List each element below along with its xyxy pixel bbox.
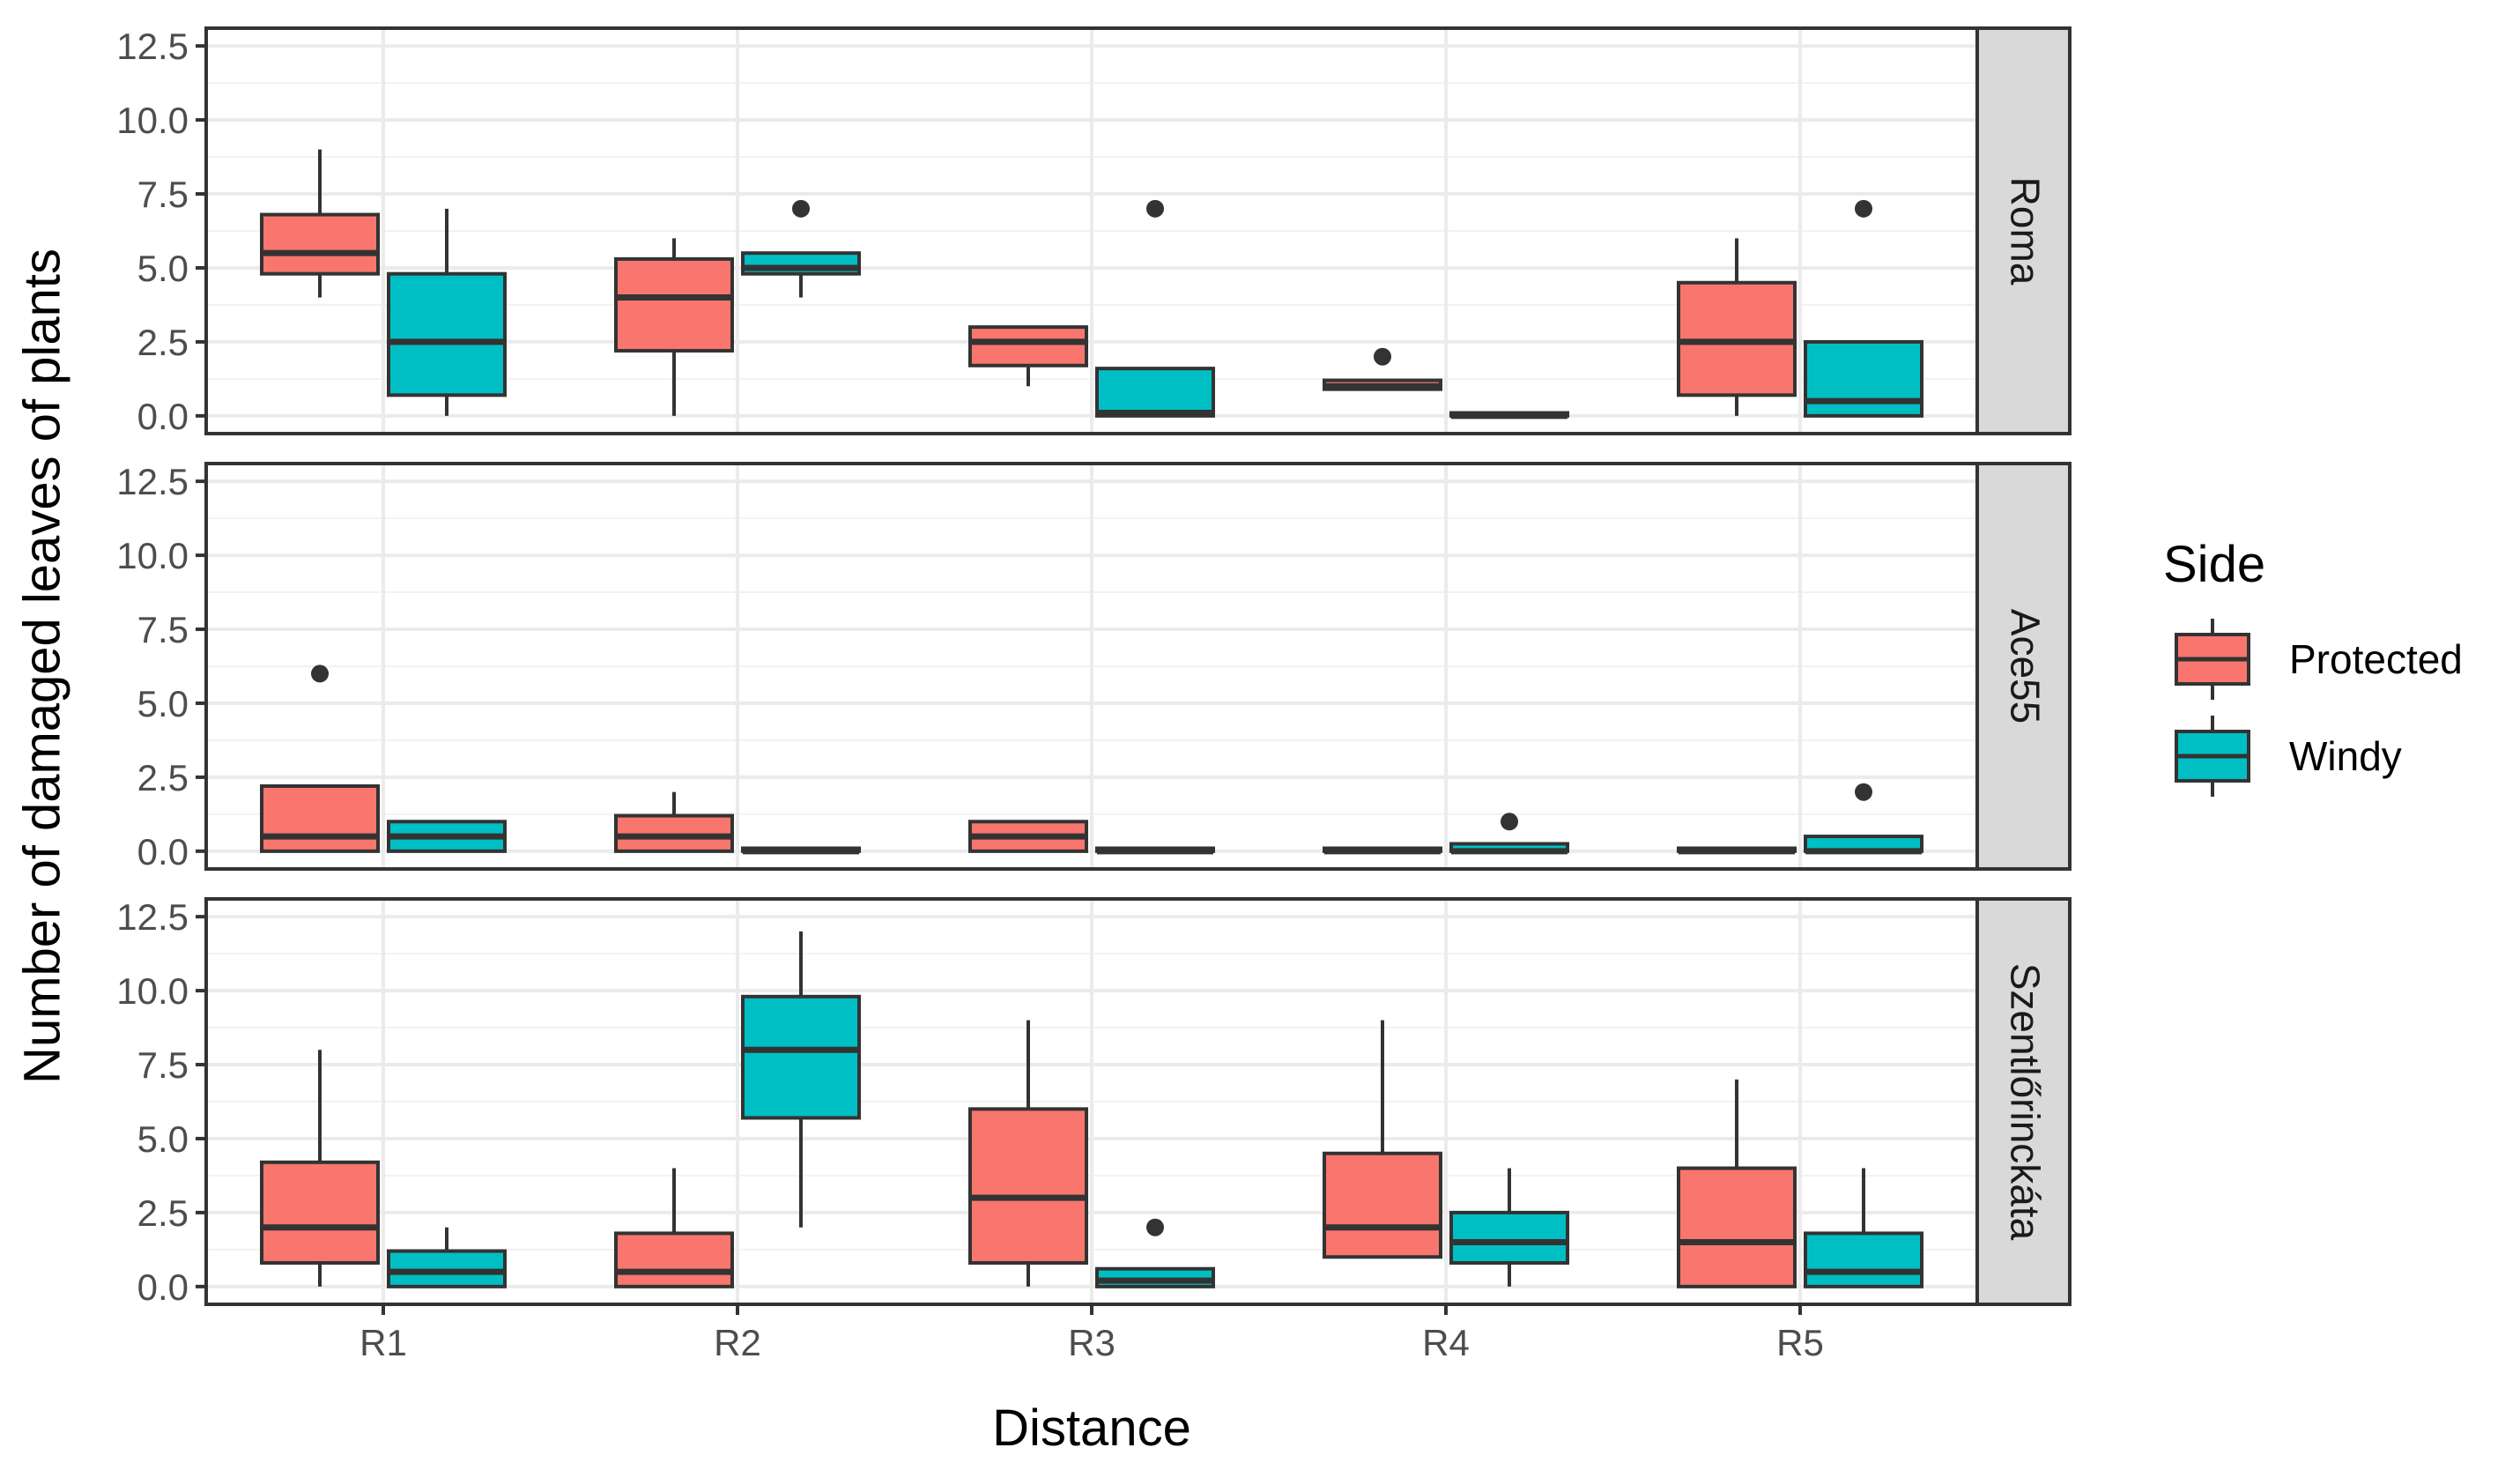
y-tick-label: 10.0 — [116, 100, 189, 141]
box-body — [1804, 1231, 1923, 1288]
legend-title: Side — [2163, 536, 2265, 593]
legend-label: Windy — [2289, 733, 2402, 779]
y-tick-label: 0.0 — [137, 831, 189, 872]
facet-panel-szentlőrinckáta: 0.0 2.5 5.0 7.5 10.0 12.5 Szentlőrinckáta — [116, 896, 2072, 1308]
box-r2-protected — [614, 791, 734, 853]
box-r5-protected — [1677, 1079, 1797, 1288]
box-body — [387, 271, 507, 397]
x-axis: R1 R2 R3 R4 R5 — [359, 1304, 1824, 1363]
outlier-point — [1855, 199, 1872, 218]
facet-strip-label: Roma — [2003, 177, 2049, 286]
y-tick-label: 12.5 — [116, 896, 189, 938]
y-tick-label: 10.0 — [116, 535, 189, 576]
outlier-point — [1146, 199, 1164, 218]
facet-panel-roma: 0.0 2.5 5.0 7.5 10.0 12.5 Roma — [116, 26, 2072, 437]
box-r5-protected — [1677, 238, 1797, 416]
y-tick-label: 5.0 — [137, 683, 189, 724]
box-body — [1323, 1151, 1442, 1259]
legend-entry-protected: Protected — [2175, 619, 2463, 700]
box-r4-protected — [1323, 347, 1442, 391]
x-tick-label: R3 — [1068, 1322, 1115, 1363]
box-r3-windy — [1095, 1218, 1215, 1288]
y-tick-label: 12.5 — [116, 26, 189, 67]
y-tick-label: 5.0 — [137, 248, 189, 289]
y-tick-label: 7.5 — [137, 609, 189, 650]
facet-strip — [1975, 462, 2072, 871]
facet-strip — [1975, 897, 2072, 1306]
box-r5-protected — [1677, 846, 1797, 855]
outlier-point — [792, 199, 810, 218]
facet-strip-label: Ace55 — [2003, 609, 2049, 724]
box-r1-windy — [387, 1227, 507, 1288]
box-r3-protected — [968, 1020, 1088, 1287]
box-r5-windy — [1804, 1168, 1923, 1288]
outlier-point — [1146, 1218, 1164, 1236]
box-body — [260, 783, 380, 853]
box-r1-protected — [260, 664, 380, 853]
y-tick-label: 2.5 — [137, 1192, 189, 1234]
box-body — [614, 256, 734, 353]
legend-entry-windy: Windy — [2175, 716, 2402, 797]
box-r4-protected — [1323, 1020, 1442, 1259]
y-tick-label: 10.0 — [116, 970, 189, 1012]
box-body — [1095, 367, 1215, 418]
y-tick-label: 5.0 — [137, 1118, 189, 1160]
box-r1-protected — [260, 149, 380, 298]
box-r3-protected — [968, 325, 1088, 387]
x-tick-label: R5 — [1776, 1322, 1824, 1363]
y-axis-title: Number of damaged leaves of plants — [14, 249, 71, 1084]
x-tick-label: R4 — [1422, 1322, 1470, 1363]
legend-label: Protected — [2289, 636, 2463, 682]
box-r4-windy — [1449, 1168, 1569, 1287]
box-body — [260, 1160, 380, 1265]
x-axis-title: Distance — [992, 1399, 1191, 1457]
box-r5-windy — [1804, 783, 1923, 855]
box-body — [968, 1107, 1088, 1265]
outlier-point — [1374, 347, 1391, 366]
facet-panel-ace55: 0.0 2.5 5.0 7.5 10.0 12.5 Ace55 — [116, 461, 2072, 872]
y-tick-label: 7.5 — [137, 174, 189, 215]
y-tick-label: 2.5 — [137, 757, 189, 798]
legend: Side Protected Windy — [2163, 536, 2463, 797]
box-r1-windy — [387, 820, 507, 853]
outlier-point — [311, 664, 329, 683]
box-r4-windy — [1449, 813, 1569, 855]
box-body — [614, 1231, 734, 1288]
y-tick-label: 12.5 — [116, 461, 189, 502]
box-r1-protected — [260, 1050, 380, 1287]
box-body — [968, 325, 1088, 368]
box-body — [741, 994, 861, 1120]
box-r2-windy — [741, 846, 861, 855]
box-body — [1804, 339, 1923, 418]
y-tick-label: 7.5 — [137, 1044, 189, 1086]
box-r3-windy — [1095, 199, 1215, 418]
box-r2-windy — [741, 199, 861, 298]
box-r3-windy — [1095, 846, 1215, 855]
facet-strip — [1975, 26, 2072, 435]
box-r3-protected — [968, 820, 1088, 853]
box-r4-windy — [1449, 411, 1569, 419]
box-r4-protected — [1323, 846, 1442, 855]
x-tick-label: R2 — [714, 1322, 761, 1363]
facet-panels: 0.0 2.5 5.0 7.5 10.0 12.5 Roma 0.0 2.5 5.0 7.5 10.0… — [116, 26, 2072, 1308]
outlier-point — [1501, 813, 1518, 831]
y-tick-label: 0.0 — [137, 1266, 189, 1308]
facet-strip-label: Szentlőrinckáta — [2003, 963, 2049, 1241]
box-body — [1677, 1166, 1797, 1288]
y-tick-label: 2.5 — [137, 322, 189, 363]
x-tick-label: R1 — [359, 1322, 407, 1363]
box-body — [1449, 1210, 1569, 1265]
box-r1-windy — [387, 208, 507, 416]
outlier-point — [1855, 783, 1872, 801]
box-body — [260, 212, 380, 276]
y-tick-label: 0.0 — [137, 396, 189, 437]
box-r5-windy — [1804, 199, 1923, 418]
box-r2-windy — [741, 931, 861, 1228]
box-r2-protected — [614, 238, 734, 416]
box-r2-protected — [614, 1168, 734, 1288]
